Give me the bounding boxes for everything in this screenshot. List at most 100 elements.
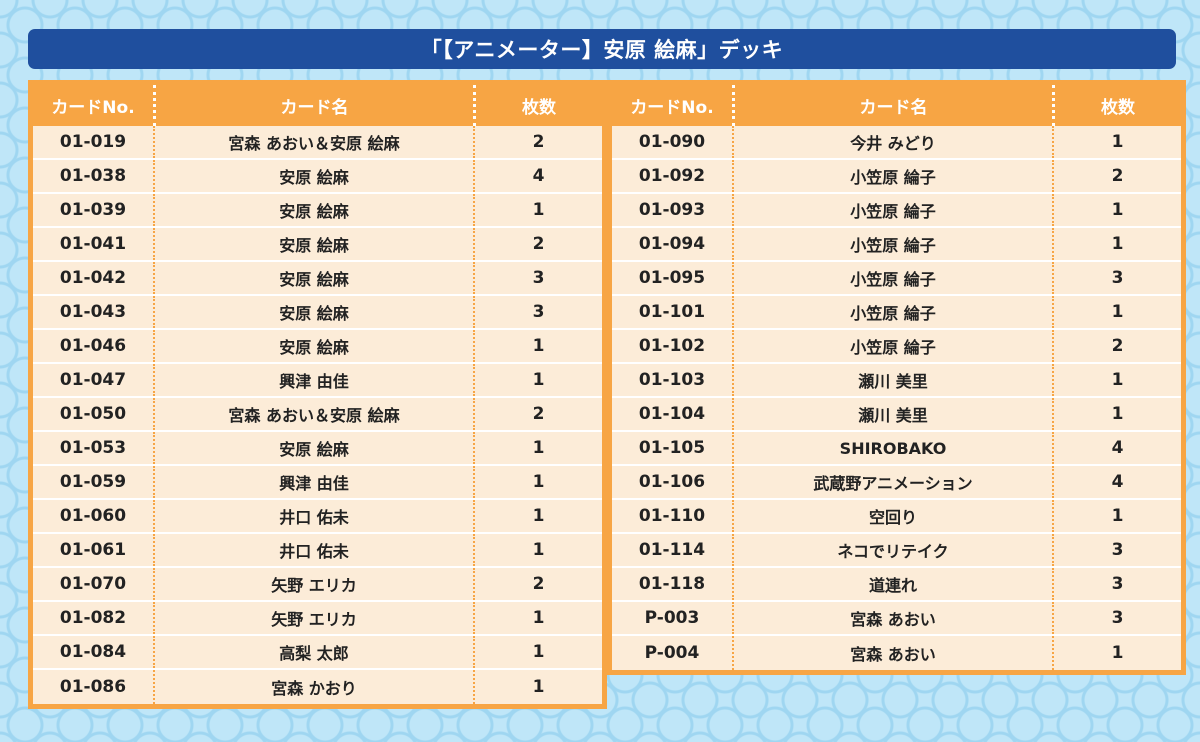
- quantity-cell: 4: [1052, 432, 1181, 464]
- table-row: 01-105 SHIROBAKO 4: [612, 432, 1181, 466]
- card-name-cell: 宮森 あおい: [732, 602, 1052, 634]
- table-row: 01-084 高梨 太郎 1: [33, 636, 602, 670]
- table-row: 01-082 矢野 エリカ 1: [33, 602, 602, 636]
- card-no-cell: 01-060: [59, 506, 127, 526]
- table-row: 01-059 興津 由佳 1: [33, 466, 602, 500]
- header-card-name: カード名: [732, 85, 1052, 126]
- table-row: 01-094 小笠原 綸子 1: [612, 228, 1181, 262]
- card-no-cell: 01-039: [59, 200, 127, 220]
- card-name-cell: 安原 絵麻: [153, 296, 473, 328]
- table-row: 01-095 小笠原 綸子 3: [612, 262, 1181, 296]
- card-no-cell: 01-050: [59, 404, 127, 424]
- card-no-cell: 01-019: [59, 132, 127, 152]
- quantity-cell: 1: [473, 364, 602, 396]
- quantity-cell: 3: [473, 296, 602, 328]
- card-no-cell: 01-082: [59, 608, 127, 628]
- quantity-cell: 2: [1052, 330, 1181, 362]
- quantity-cell: 3: [1052, 534, 1181, 566]
- table-row: 01-110 空回り 1: [612, 500, 1181, 534]
- card-name-cell: 武蔵野アニメーション: [732, 466, 1052, 498]
- card-no-cell: 01-102: [638, 336, 706, 356]
- quantity-cell: 4: [1052, 466, 1181, 498]
- quantity-cell: 1: [473, 330, 602, 362]
- card-no-cell: 01-059: [59, 472, 127, 492]
- table-row: 01-050 宮森 あおい＆安原 絵麻 2: [33, 398, 602, 432]
- card-no-cell: 01-104: [638, 404, 706, 424]
- header-quantity: 枚数: [473, 85, 602, 126]
- quantity-cell: 2: [473, 228, 602, 260]
- header-quantity: 枚数: [1052, 85, 1181, 126]
- card-name-cell: 小笠原 綸子: [732, 262, 1052, 294]
- table-row: 01-061 井口 佑未 1: [33, 534, 602, 568]
- deck-list-table-right: カードNo. カード名 枚数 01-090 今井 みどり 1 01-092 小笠原 綸子…: [607, 80, 1186, 675]
- table-row: 01-019 宮森 あおい＆安原 絵麻 2: [33, 126, 602, 160]
- quantity-cell: 1: [473, 194, 602, 226]
- card-name-cell: 高梨 太郎: [153, 636, 473, 668]
- card-name-cell: SHIROBAKO: [732, 432, 1052, 464]
- quantity-cell: 1: [1052, 500, 1181, 532]
- quantity-cell: 2: [1052, 160, 1181, 192]
- card-no-cell: P-003: [644, 608, 700, 628]
- table-row: 01-103 瀬川 美里 1: [612, 364, 1181, 398]
- card-no-cell: 01-094: [638, 234, 706, 254]
- quantity-cell: 1: [1052, 636, 1181, 670]
- table-row: 01-047 興津 由佳 1: [33, 364, 602, 398]
- table-row: 01-046 安原 絵麻 1: [33, 330, 602, 364]
- quantity-cell: 4: [473, 160, 602, 192]
- card-no-cell: P-004: [644, 643, 700, 663]
- card-no-cell: 01-118: [638, 574, 706, 594]
- card-name-cell: 安原 絵麻: [153, 262, 473, 294]
- card-name-cell: ネコでリテイク: [732, 534, 1052, 566]
- table-row: 01-053 安原 絵麻 1: [33, 432, 602, 466]
- card-name-cell: 井口 佑未: [153, 534, 473, 566]
- quantity-cell: 1: [1052, 364, 1181, 396]
- quantity-cell: 2: [473, 398, 602, 430]
- card-name-cell: 井口 佑未: [153, 500, 473, 532]
- quantity-cell: 1: [1052, 194, 1181, 226]
- card-no-cell: 01-041: [59, 234, 127, 254]
- card-no-cell: 01-103: [638, 370, 706, 390]
- card-no-cell: 01-105: [638, 438, 706, 458]
- card-no-cell: 01-114: [638, 540, 706, 560]
- card-no-cell: 01-093: [638, 200, 706, 220]
- card-no-cell: 01-047: [59, 370, 127, 390]
- table-row: 01-090 今井 みどり 1: [612, 126, 1181, 160]
- card-name-cell: 瀬川 美里: [732, 364, 1052, 396]
- table-row: 01-101 小笠原 綸子 1: [612, 296, 1181, 330]
- card-name-cell: 小笠原 綸子: [732, 228, 1052, 260]
- card-no-cell: 01-038: [59, 166, 127, 186]
- card-name-cell: 瀬川 美里: [732, 398, 1052, 430]
- card-no-cell: 01-046: [59, 336, 127, 356]
- deck-title-bar: 「【アニメーター】安原 絵麻」デッキ: [28, 29, 1176, 69]
- card-no-cell: 01-084: [59, 642, 127, 662]
- quantity-cell: 1: [473, 670, 602, 704]
- card-name-cell: 興津 由佳: [153, 364, 473, 396]
- table-row: 01-106 武蔵野アニメーション 4: [612, 466, 1181, 500]
- card-no-cell: 01-092: [638, 166, 706, 186]
- card-name-cell: 安原 絵麻: [153, 330, 473, 362]
- table-row: 01-060 井口 佑未 1: [33, 500, 602, 534]
- card-no-cell: 01-106: [638, 472, 706, 492]
- table-row: P-004 宮森 あおい 1: [612, 636, 1181, 670]
- card-no-cell: 01-053: [59, 438, 127, 458]
- card-name-cell: 安原 絵麻: [153, 432, 473, 464]
- quantity-cell: 1: [1052, 126, 1181, 158]
- table-row: 01-102 小笠原 綸子 2: [612, 330, 1181, 364]
- card-no-cell: 01-043: [59, 302, 127, 322]
- card-name-cell: 道連れ: [732, 568, 1052, 600]
- table-row: 01-039 安原 絵麻 1: [33, 194, 602, 228]
- card-name-cell: 矢野 エリカ: [153, 602, 473, 634]
- card-name-cell: 宮森 あおい＆安原 絵麻: [153, 126, 473, 158]
- table-row: 01-070 矢野 エリカ 2: [33, 568, 602, 602]
- quantity-cell: 1: [473, 636, 602, 668]
- quantity-cell: 1: [1052, 228, 1181, 260]
- card-no-cell: 01-061: [59, 540, 127, 560]
- table-row: 01-086 宮森 かおり 1: [33, 670, 602, 704]
- quantity-cell: 1: [1052, 296, 1181, 328]
- quantity-cell: 1: [473, 466, 602, 498]
- quantity-cell: 2: [473, 568, 602, 600]
- quantity-cell: 1: [473, 432, 602, 464]
- card-name-cell: 安原 絵麻: [153, 160, 473, 192]
- quantity-cell: 1: [1052, 398, 1181, 430]
- table-row: 01-092 小笠原 綸子 2: [612, 160, 1181, 194]
